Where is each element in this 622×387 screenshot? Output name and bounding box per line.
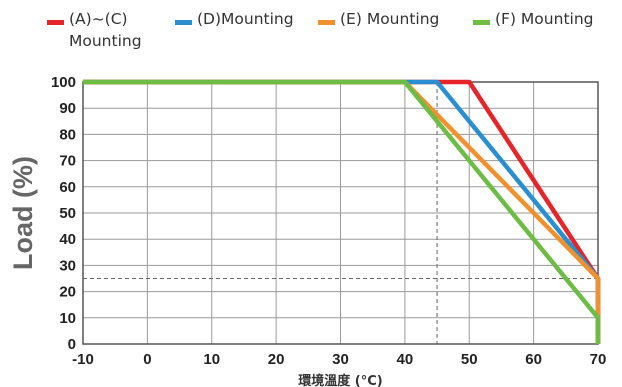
y-tick-label: 100 [51, 74, 76, 91]
legend-label-d: (D)Mounting [197, 10, 294, 28]
x-axis-title: 環境溫度 (°C) [298, 373, 382, 387]
legend-swatch-e [318, 20, 335, 25]
legend-label-f: (F) Mounting [495, 10, 594, 28]
y-tick-label: 0 [68, 336, 76, 353]
x-tick-label: 30 [332, 351, 349, 368]
y-tick-label: 10 [59, 310, 76, 327]
legend-label-e: (E) Mounting [340, 10, 440, 28]
y-axis-title: Load (%) [8, 156, 38, 270]
x-tick-label: -10 [72, 351, 94, 368]
x-tick-label: 20 [268, 351, 285, 368]
x-tick-label: 50 [461, 351, 478, 368]
x-tick-label: 60 [525, 351, 542, 368]
y-tick-label: 30 [59, 257, 76, 274]
x-tick-label: 0 [143, 351, 151, 368]
chart-legend: (A)~(C) Mounting (D)Mounting (E) Mountin… [0, 0, 622, 62]
legend-item-a-c: (A)~(C) Mounting [47, 8, 142, 52]
legend-swatch-d [175, 20, 192, 25]
y-tick-label: 40 [59, 231, 76, 248]
legend-item-d: (D)Mounting [175, 8, 294, 30]
legend-item-e: (E) Mounting [318, 8, 439, 30]
y-tick-label: 60 [59, 179, 76, 196]
series-line-4 [83, 79, 601, 344]
y-tick-label: 90 [59, 100, 76, 117]
legend-item-f: (F) Mounting [473, 8, 594, 30]
y-tick-label: 20 [59, 284, 76, 301]
legend-swatch-a-c [47, 20, 64, 25]
x-tick-label: 10 [203, 351, 220, 368]
y-tick-label: 70 [59, 153, 76, 170]
legend-swatch-f [473, 20, 490, 25]
x-tick-label: 70 [590, 351, 607, 368]
x-tick-label: 40 [397, 351, 414, 368]
legend-label-a-c: (A)~(C) Mounting [69, 10, 142, 50]
y-tick-label: 50 [59, 205, 76, 222]
y-tick-label: 80 [59, 126, 76, 143]
